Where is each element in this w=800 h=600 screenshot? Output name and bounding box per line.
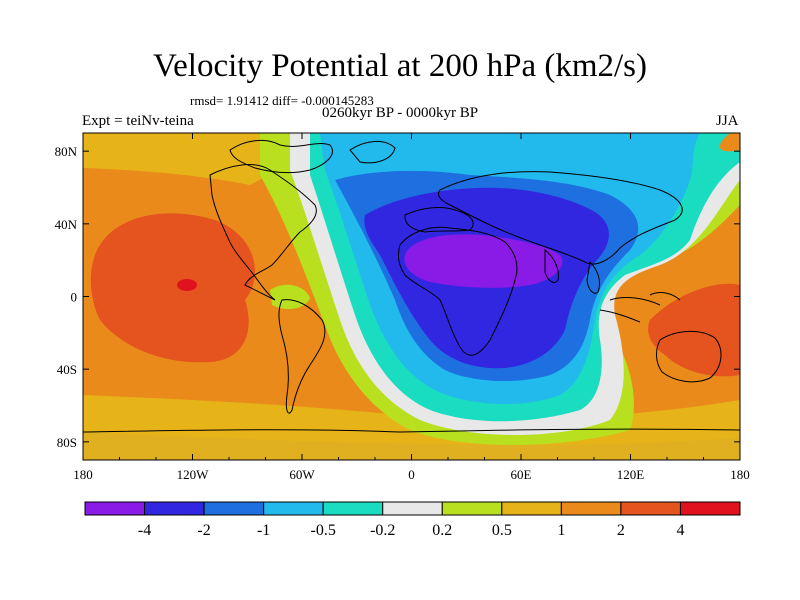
rmsd-diff-label: rmsd= 1.91412 diff= -0.000145283 bbox=[190, 93, 374, 108]
colorbar-swatch bbox=[679, 501, 741, 516]
colorbar-label: -2 bbox=[197, 522, 210, 539]
y-tick-label: 80N bbox=[55, 144, 78, 159]
band-below-minus4 bbox=[404, 234, 563, 288]
x-tick-label: 180 bbox=[730, 467, 750, 482]
y-tick-label: 80S bbox=[57, 435, 77, 450]
map-title: Velocity Potential at 200 hPa (km2/s) bbox=[152, 48, 648, 84]
x-tick-label: 180 bbox=[73, 467, 93, 482]
x-axis: 180 120W 60W 0 60E 120E 180 bbox=[73, 133, 750, 482]
colorbar-swatch bbox=[84, 501, 146, 516]
colorbar-swatch bbox=[560, 501, 622, 516]
colorbar-label: -1 bbox=[257, 522, 270, 539]
x-tick-label: 120W bbox=[177, 467, 210, 482]
velocity-potential-field bbox=[83, 133, 740, 460]
season-label: JJA bbox=[716, 113, 739, 129]
x-tick-label: 60W bbox=[289, 467, 315, 482]
x-tick-label: 0 bbox=[408, 467, 415, 482]
colorbar: -4 -2 -1 -0.5 -0.2 0.2 0.5 1 2 4 bbox=[84, 501, 741, 539]
colorbar-swatch bbox=[203, 501, 265, 516]
y-tick-label: 40S bbox=[57, 362, 77, 377]
y-tick-label: 0 bbox=[71, 290, 78, 305]
colorbar-swatch bbox=[620, 501, 681, 516]
colorbar-swatch bbox=[144, 501, 205, 516]
band-gold-southern-rim bbox=[83, 432, 740, 460]
band-2-to-4-pacific bbox=[90, 213, 255, 363]
colorbar-label: 1 bbox=[557, 522, 565, 539]
colorbar-swatch bbox=[501, 501, 562, 516]
colorbar-label: 2 bbox=[617, 522, 625, 539]
colorbar-swatch bbox=[263, 501, 324, 516]
coastlines bbox=[83, 139, 740, 433]
colorbar-label: -0.2 bbox=[370, 522, 395, 539]
band-above-4-pacific bbox=[177, 279, 197, 291]
colorbar-label: 0.5 bbox=[492, 522, 512, 539]
colorbar-label: 0.2 bbox=[432, 522, 452, 539]
period-label: 0260kyr BP - 0000kyr BP bbox=[322, 105, 479, 121]
y-axis: 80N 40N 0 40S 80S bbox=[55, 144, 740, 450]
x-tick-label: 120E bbox=[617, 467, 645, 482]
band-2-to-4-indopacific bbox=[648, 283, 740, 377]
colorbar-label: -0.5 bbox=[311, 522, 336, 539]
colorbar-swatch bbox=[441, 501, 503, 516]
x-tick-label: 60E bbox=[511, 467, 532, 482]
colorbar-swatch bbox=[382, 501, 443, 516]
colorbar-label: -4 bbox=[138, 522, 151, 539]
colorbar-label: 4 bbox=[676, 522, 684, 539]
colorbar-swatch bbox=[322, 501, 384, 516]
experiment-label: Expt = teiNv-teina bbox=[82, 113, 194, 129]
y-tick-label: 40N bbox=[55, 217, 78, 232]
